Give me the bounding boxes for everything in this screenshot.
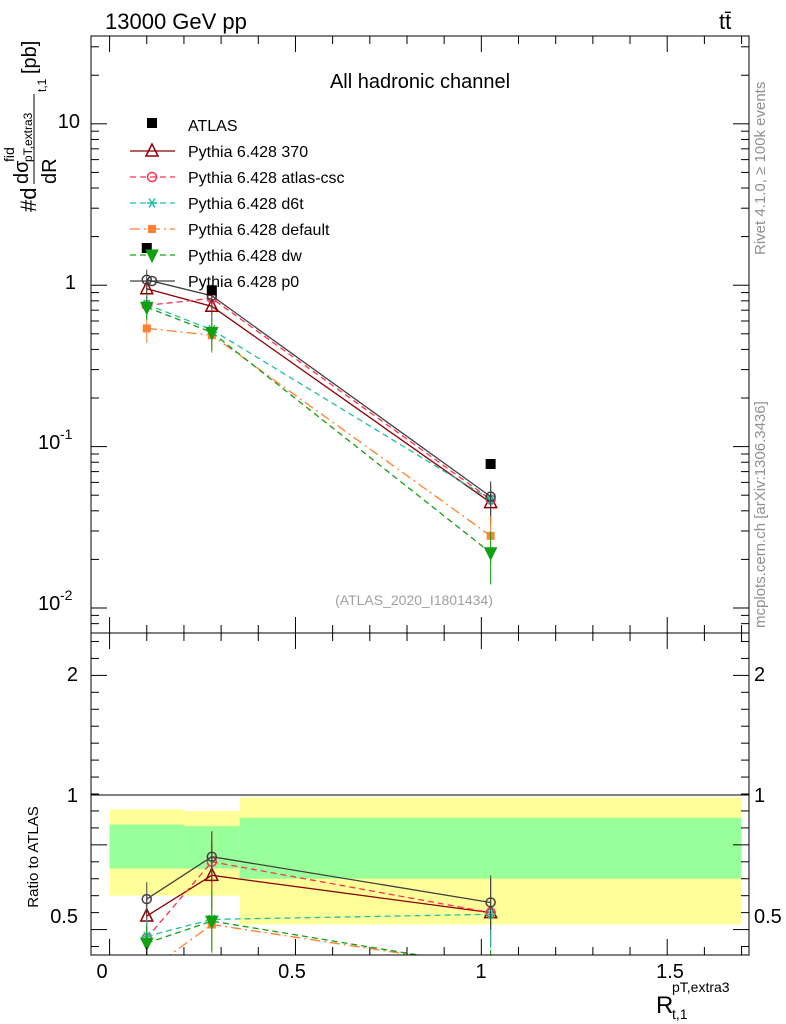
main-line-p0 (146, 279, 492, 498)
ratio-axis-ticks (91, 633, 749, 955)
legend-label-atlascsc: Pythia 6.428 atlas-csc (188, 170, 345, 187)
legend-label-d6t: Pythia 6.428 d6t (188, 196, 304, 213)
legend-label-default: Pythia 6.428 default (188, 222, 330, 239)
main-line-d6t (146, 303, 491, 501)
ytick-exp-1e-1: -1 (60, 426, 73, 442)
main-point-dw (139, 301, 154, 316)
analysis-id: (ATLAS_2020_I1801434) (335, 592, 493, 608)
ylabel-num: dσ (11, 160, 33, 184)
main-line-default (146, 327, 492, 537)
main-y-axis-label: #d dσ fid pT,extra3 dR t,1 [pb] (1, 41, 61, 212)
ratio-ytick-2-left: 2 (67, 664, 78, 686)
legend-marker-default (148, 225, 156, 233)
xtick-0.5: 0.5 (278, 961, 306, 983)
ylabel-num-sup: fid (1, 147, 17, 162)
main-line-dw (146, 306, 492, 554)
legend-marker-d6t (147, 198, 157, 208)
ytick-label-10: 10 (58, 111, 80, 133)
legend-label-p0: Pythia 6.428 p0 (188, 274, 299, 291)
legend-marker-atlascsc (146, 171, 158, 183)
ratio-point-p0 (141, 893, 153, 905)
process-label: tt̄ (719, 9, 731, 34)
main-line-p370 (146, 288, 492, 504)
ytick-label-1e-2: 10 (38, 593, 60, 615)
ratio-ytick-0.5-right: 0.5 (754, 906, 782, 928)
main-axis-ticks (91, 36, 749, 634)
main-point-atlas (206, 285, 217, 296)
xtick-1: 1 (475, 961, 486, 983)
x-tick-labels: 0 0.5 1 1.5 (96, 961, 683, 983)
ratio-line-d6t (146, 913, 491, 937)
main-series-layer (139, 243, 498, 585)
ratio-ytick-0.5-left: 0.5 (50, 906, 78, 928)
xlabel-sub: t,1 (672, 1006, 688, 1022)
main-point-p370 (139, 280, 154, 295)
legend-marker-p0 (146, 275, 158, 287)
ratio-line-dw (146, 920, 423, 955)
main-point-default (142, 324, 151, 333)
ratio-point-p0 (485, 897, 496, 908)
main-point-atlas (141, 243, 152, 254)
main-point-dw (205, 326, 219, 341)
x-axis-label: R pT,extra3 t,1 (656, 979, 730, 1022)
xtick-0: 0 (96, 961, 107, 983)
main-point-p370 (204, 297, 220, 313)
ylabel-den: dR (39, 158, 61, 184)
ratio-ytick-1-right: 1 (754, 785, 765, 807)
ratio-point-dw (205, 915, 219, 930)
legend-entry-atlas: ATLAS (147, 118, 238, 135)
ylabel-den-sub: t,1 (35, 78, 49, 92)
xtick-1.5: 1.5 (656, 961, 684, 983)
legend-label-atlas: ATLAS (188, 118, 238, 135)
main-point-p0 (141, 274, 153, 286)
ylabel-unit: [pb] (19, 41, 41, 74)
ratio-point-p0 (206, 851, 218, 862)
ratio-y-tick-labels: 0.5 1 2 0.5 1 2 (50, 664, 782, 928)
legend: ATLAS Pythia 6.428 370 Pythia 6.428 atla… (130, 118, 345, 291)
ratio-point-default (487, 963, 495, 971)
legend-marker-d6t-stroke (148, 198, 156, 208)
ytick-label-1: 1 (65, 272, 76, 294)
ratio-ytick-1-left: 1 (67, 785, 78, 807)
ratio-series-layer (139, 831, 498, 976)
main-y-tick-labels: 10 -2 10 -1 1 10 (38, 111, 80, 615)
ytick-exp-1e-2: -2 (60, 587, 73, 603)
legend-marker-p370 (144, 142, 160, 157)
ylabel-num-sub: pT,extra3 (21, 112, 35, 162)
ratio-band-inner (239, 817, 742, 879)
mcplots-label: mcplots.cern.ch [arXiv:1306.3436] (752, 401, 769, 628)
chart-title: All hadronic channel (330, 71, 510, 93)
main-line-atlascsc (146, 297, 492, 501)
legend-mc-entries: Pythia 6.428 370 Pythia 6.428 atlas-csc … (130, 142, 345, 291)
energy-label: 13000 GeV pp (105, 9, 247, 34)
ratio-ytick-2-right: 2 (754, 664, 765, 686)
main-point-dw (483, 547, 498, 561)
main-point-p0 (485, 491, 496, 502)
main-point-atlas (485, 459, 496, 470)
xlabel-sup: pT,extra3 (672, 979, 730, 995)
ratio-point-default (143, 968, 151, 976)
ratio-line-default (168, 923, 417, 955)
legend-marker-dw (145, 249, 159, 264)
xlabel-main: R (656, 992, 673, 1019)
ytick-label-1e-1: 10 (38, 432, 60, 454)
rivet-label: Rivet 4.1.0, ≥ 100k events (752, 82, 769, 255)
ylabel-prefix: #d (16, 188, 41, 212)
ratio-point-dw (139, 937, 154, 952)
legend-label-p370: Pythia 6.428 370 (188, 144, 308, 161)
legend-label-dw: Pythia 6.428 dw (188, 248, 302, 265)
ratio-band-inner (109, 824, 184, 869)
legend-marker-atlas (147, 118, 157, 128)
ratio-y-axis-label: Ratio to ATLAS (25, 806, 42, 907)
